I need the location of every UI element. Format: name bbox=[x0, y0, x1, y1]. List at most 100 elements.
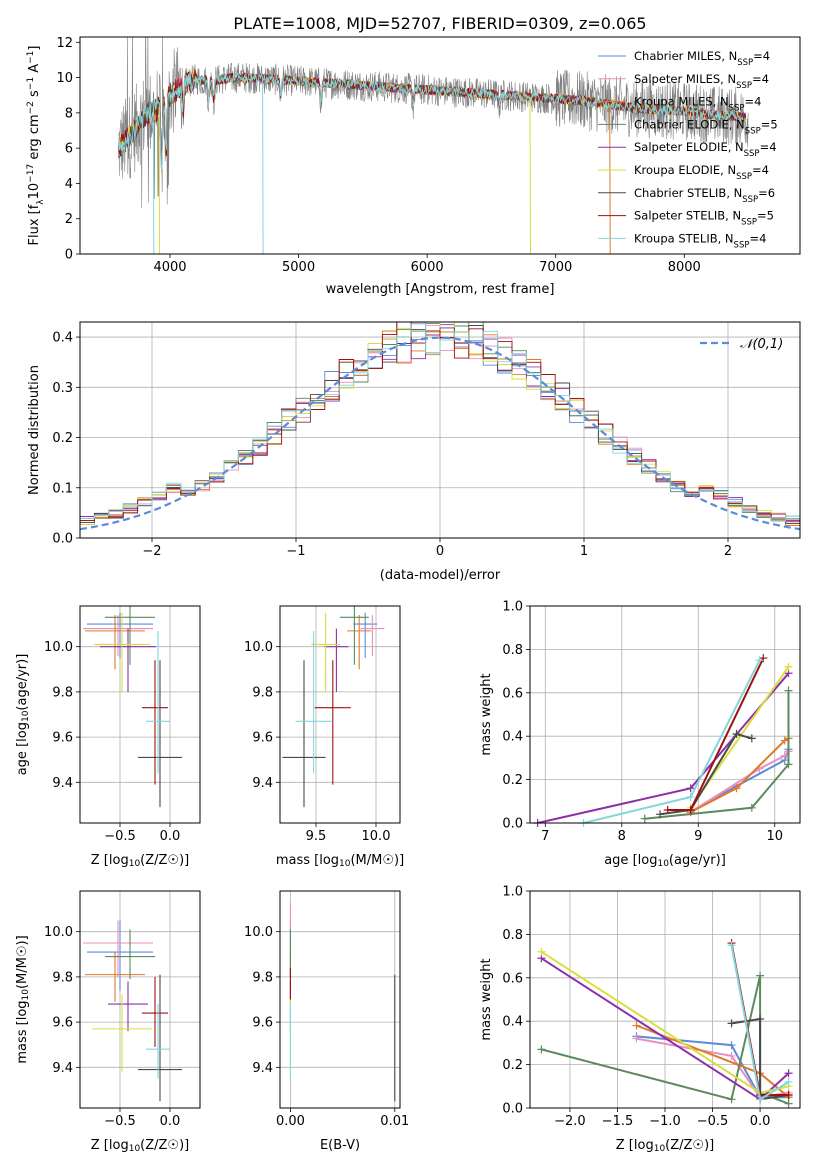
y-tick-label: 9.8 bbox=[52, 685, 73, 700]
weight-line-kroupa-stelib bbox=[583, 659, 761, 823]
weight-marker bbox=[747, 734, 756, 743]
legend-label: Salpeter STELIB, NSSP=5 bbox=[634, 209, 774, 228]
x-tick-label: −1.5 bbox=[602, 1114, 634, 1129]
weight-marker bbox=[537, 947, 546, 956]
legend-label: Salpeter ELODIE, NSSP=4 bbox=[634, 140, 777, 159]
x-tick-label: 8 bbox=[618, 829, 626, 844]
legend-label: Kroupa ELODIE, NSSP=4 bbox=[634, 163, 769, 182]
x-tick-label: 4000 bbox=[153, 260, 186, 275]
x-tick-label: 10 bbox=[766, 829, 783, 844]
residuals-xlabel: (data-model)/error bbox=[380, 568, 501, 583]
residuals-axes: −2 −1 0 1 2 0.0 0.1 0.2 0.3 0.4 bbox=[52, 322, 800, 559]
weight-marker bbox=[780, 751, 789, 760]
y-tick-label: 2 bbox=[65, 212, 73, 227]
y-tick-label: 9.8 bbox=[252, 970, 273, 985]
legend-label: Chabrier ELODIE, NSSP=5 bbox=[634, 117, 778, 136]
weight-marker bbox=[656, 810, 665, 819]
spectrum-legend: Chabrier MILES, NSSP=4 Salpeter MILES, NS… bbox=[598, 49, 778, 250]
weight-marker bbox=[784, 686, 793, 695]
y-tick-label: 0.0 bbox=[502, 817, 523, 832]
weight-marker bbox=[686, 792, 695, 801]
weight-line-chabrier-elodie bbox=[644, 690, 790, 820]
histogram-kroupa-stelib bbox=[80, 323, 800, 522]
spectrum-frame bbox=[79, 36, 801, 255]
weight-marker bbox=[663, 805, 672, 814]
y-tick-label: 0.1 bbox=[52, 481, 73, 496]
axis-label: Z [log10(Z/Z☉)] bbox=[91, 1138, 189, 1154]
axis-label: age [log10(age/yr)] bbox=[15, 654, 31, 776]
weight-marker bbox=[784, 1099, 793, 1108]
spectrum-model-dropout bbox=[529, 96, 532, 254]
spectrum-model-dropout bbox=[262, 78, 264, 254]
figure-title: PLATE=1008, MJD=52707, FIBERID=0309, z=0… bbox=[233, 14, 646, 33]
y-tick-label: 1.0 bbox=[502, 885, 523, 900]
y-tick-label: 9.4 bbox=[252, 1061, 273, 1076]
weight-marker bbox=[686, 784, 695, 793]
y-tick-label: 0.2 bbox=[502, 773, 523, 788]
x-tick-label: 0.0 bbox=[750, 1114, 771, 1129]
weight_vs_age-frame bbox=[529, 605, 801, 824]
y-tick-label: 0.0 bbox=[502, 1102, 523, 1117]
weight-marker bbox=[784, 1077, 793, 1086]
y-tick-label: 9.8 bbox=[52, 970, 73, 985]
y-tick-label: 9.4 bbox=[252, 776, 273, 791]
spectrum-model-kroupa-stelib bbox=[118, 72, 747, 170]
y-tick-label: 0.3 bbox=[52, 381, 73, 396]
weight-marker bbox=[784, 662, 793, 671]
x-tick-label: 0 bbox=[436, 544, 444, 559]
normal-distribution-curve bbox=[80, 336, 800, 531]
x-tick-label: 7000 bbox=[539, 260, 572, 275]
x-tick-label: 0.0 bbox=[160, 829, 181, 844]
x-tick-label: −0.5 bbox=[104, 1114, 136, 1129]
weight-marker bbox=[784, 1069, 793, 1078]
x-tick-label: 0.0 bbox=[160, 1114, 181, 1129]
weight-line-salpeter-miles bbox=[690, 750, 790, 813]
legend-label: Chabrier STELIB, NSSP=6 bbox=[634, 186, 775, 205]
x-tick-label: 2 bbox=[724, 544, 732, 559]
y-tick-label: 0.4 bbox=[502, 1015, 523, 1030]
weight-line-chabrier-stelib bbox=[659, 732, 753, 816]
weight-marker bbox=[686, 805, 695, 814]
y-tick-label: 10.0 bbox=[44, 925, 73, 940]
y-tick-label: 6 bbox=[65, 142, 73, 157]
y-tick-label: 9.8 bbox=[252, 685, 273, 700]
legend-label: Chabrier MILES, NSSP=4 bbox=[634, 49, 770, 68]
x-tick-label: 7 bbox=[541, 829, 549, 844]
histogram-kroupa-elodie bbox=[80, 322, 800, 526]
x-tick-label: 5000 bbox=[282, 260, 315, 275]
spectrum-model-dropout bbox=[609, 104, 611, 254]
y-tick-label: 0.6 bbox=[502, 686, 523, 701]
age_vs_Z-frame bbox=[79, 605, 201, 824]
x-tick-label: 6000 bbox=[411, 260, 444, 275]
y-tick-label: 0.6 bbox=[502, 971, 523, 986]
x-tick-label: −0.5 bbox=[104, 829, 136, 844]
y-tick-label: 0.2 bbox=[502, 1058, 523, 1073]
weight-marker bbox=[727, 1051, 736, 1060]
weight-marker bbox=[784, 1090, 793, 1099]
y-tick-label: 9.6 bbox=[52, 731, 73, 746]
residuals-ylabel: Normed distribution bbox=[27, 365, 42, 495]
weight-marker bbox=[632, 1034, 641, 1043]
age_vs_mass-frame bbox=[279, 605, 401, 824]
spectrum-model-dropout bbox=[158, 107, 161, 254]
y-tick-label: 0.0 bbox=[52, 532, 73, 547]
y-tick-label: 9.4 bbox=[52, 1061, 73, 1076]
weight-marker bbox=[756, 971, 765, 980]
weight-marker bbox=[732, 784, 741, 793]
x-tick-label: 0.01 bbox=[380, 1114, 409, 1129]
weight-marker bbox=[747, 803, 756, 812]
y-tick-label: 10.0 bbox=[244, 925, 273, 940]
weight-line-salpeter-elodie bbox=[537, 672, 790, 823]
y-tick-label: 0 bbox=[65, 248, 73, 263]
y-tick-label: 0.4 bbox=[502, 730, 523, 745]
weight-marker bbox=[756, 1015, 765, 1024]
weight-marker bbox=[759, 654, 768, 663]
y-tick-label: 9.4 bbox=[52, 776, 73, 791]
x-tick-label: −1 bbox=[286, 544, 305, 559]
weight-marker bbox=[537, 1045, 546, 1054]
x-tick-label: −1.0 bbox=[649, 1114, 681, 1129]
mass_vs_Z-frame bbox=[79, 890, 201, 1109]
weight-ylabel: mass weight bbox=[479, 958, 494, 1040]
legend-label: Kroupa STELIB, NSSP=4 bbox=[634, 231, 766, 250]
